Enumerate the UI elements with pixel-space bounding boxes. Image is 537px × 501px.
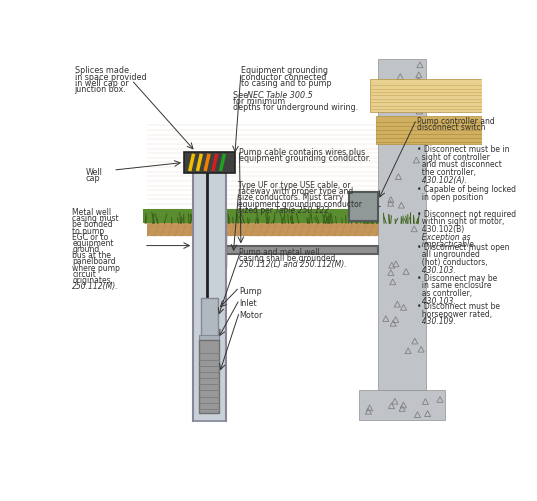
Text: the controller,: the controller, <box>417 168 476 177</box>
Text: depths for underground wiring.: depths for underground wiring. <box>233 103 358 112</box>
Text: to casing and to pump: to casing and to pump <box>241 79 331 88</box>
Bar <box>199 341 220 414</box>
Text: and must disconnect: and must disconnect <box>417 160 502 169</box>
Text: Well: Well <box>85 168 102 177</box>
Text: 430.103.: 430.103. <box>417 296 456 305</box>
Text: within sight of motor,: within sight of motor, <box>417 217 505 226</box>
Text: Equipment grounding: Equipment grounding <box>241 66 328 75</box>
Bar <box>201 298 218 337</box>
Text: 430.109.: 430.109. <box>417 317 456 326</box>
Text: equipment: equipment <box>72 238 114 247</box>
Text: size conductors. Must carry: size conductors. Must carry <box>238 193 343 202</box>
Text: sight of controller: sight of controller <box>417 152 490 161</box>
Bar <box>195 237 224 421</box>
Text: panelboard: panelboard <box>72 257 116 266</box>
Text: in open position: in open position <box>417 192 483 201</box>
Text: (hot) conductors,: (hot) conductors, <box>417 258 488 267</box>
Text: Pump cable contains wires plus: Pump cable contains wires plus <box>240 148 366 157</box>
Text: cap: cap <box>85 174 100 183</box>
Text: 250.112(M).: 250.112(M). <box>72 282 119 291</box>
Text: 430.103.: 430.103. <box>417 266 456 274</box>
Bar <box>143 210 420 224</box>
Text: NEC Table 300.5: NEC Table 300.5 <box>247 91 313 100</box>
Text: in well cap or: in well cap or <box>75 79 128 88</box>
Text: 250.112(L) and 250.112(M).: 250.112(L) and 250.112(M). <box>240 260 347 269</box>
Text: • Disconnect not required: • Disconnect not required <box>417 209 517 218</box>
Bar <box>147 210 417 237</box>
Text: circuit: circuit <box>72 269 96 278</box>
Text: be bonded: be bonded <box>72 220 113 229</box>
Text: as controller,: as controller, <box>417 289 473 297</box>
Text: Type UF or type USE cable, or: Type UF or type USE cable, or <box>238 181 350 190</box>
Text: ground: ground <box>72 244 99 254</box>
Bar <box>218 233 226 268</box>
Text: casing must: casing must <box>72 214 119 223</box>
Text: equipment grounding conductor.: equipment grounding conductor. <box>240 154 371 163</box>
Text: Pump: Pump <box>240 286 262 295</box>
Bar <box>349 192 378 221</box>
Text: to pump: to pump <box>72 226 104 235</box>
Text: EGC or to: EGC or to <box>72 232 108 241</box>
Text: • Disconnect must open: • Disconnect must open <box>417 242 510 251</box>
Text: 430.102(A).: 430.102(A). <box>417 175 467 184</box>
Text: impracticable.: impracticable. <box>417 240 476 249</box>
Text: equipment grounding conductor: equipment grounding conductor <box>238 199 362 208</box>
Text: Inlet: Inlet <box>240 298 257 307</box>
Bar <box>359 391 445 420</box>
Bar <box>378 60 426 391</box>
Text: • Disconnect may be: • Disconnect may be <box>417 273 497 282</box>
Text: originates,: originates, <box>72 275 113 284</box>
Text: • Capable of being locked: • Capable of being locked <box>417 184 516 193</box>
Text: Table 250.122.: Table 250.122. <box>275 205 331 214</box>
Bar <box>376 117 484 145</box>
Text: Pump and metal well: Pump and metal well <box>240 247 320 257</box>
Bar <box>226 247 378 255</box>
Bar <box>199 335 220 343</box>
Text: • Disconnect must be: • Disconnect must be <box>417 302 500 311</box>
Text: junction box.: junction box. <box>75 85 126 94</box>
Text: in same enclosure: in same enclosure <box>417 281 492 290</box>
Bar <box>371 80 482 112</box>
Text: disconnect switch: disconnect switch <box>417 123 485 132</box>
Text: Motor: Motor <box>240 311 263 320</box>
Text: raceway with proper type and: raceway with proper type and <box>238 187 353 196</box>
Text: where pump: where pump <box>72 263 120 272</box>
Text: casing shall be grounded,: casing shall be grounded, <box>240 254 338 263</box>
Text: sized per: sized per <box>238 205 275 214</box>
Text: • Disconnect must be in: • Disconnect must be in <box>417 145 510 154</box>
Text: See: See <box>233 91 251 100</box>
Text: Splices made: Splices made <box>75 66 129 75</box>
Text: in space provided: in space provided <box>75 73 146 81</box>
Text: Exception as: Exception as <box>417 232 471 241</box>
Bar <box>193 164 226 421</box>
Text: Metal well: Metal well <box>72 208 112 216</box>
Text: 430.102(B): 430.102(B) <box>417 224 467 233</box>
Text: horsepower rated,: horsepower rated, <box>417 309 492 318</box>
Text: all ungrounded: all ungrounded <box>417 250 480 259</box>
Text: conductor connected: conductor connected <box>241 73 326 81</box>
Text: bus at the: bus at the <box>72 250 111 260</box>
Bar <box>184 152 235 174</box>
Text: Pump controller and: Pump controller and <box>417 117 494 126</box>
Text: for minimum: for minimum <box>233 97 286 106</box>
